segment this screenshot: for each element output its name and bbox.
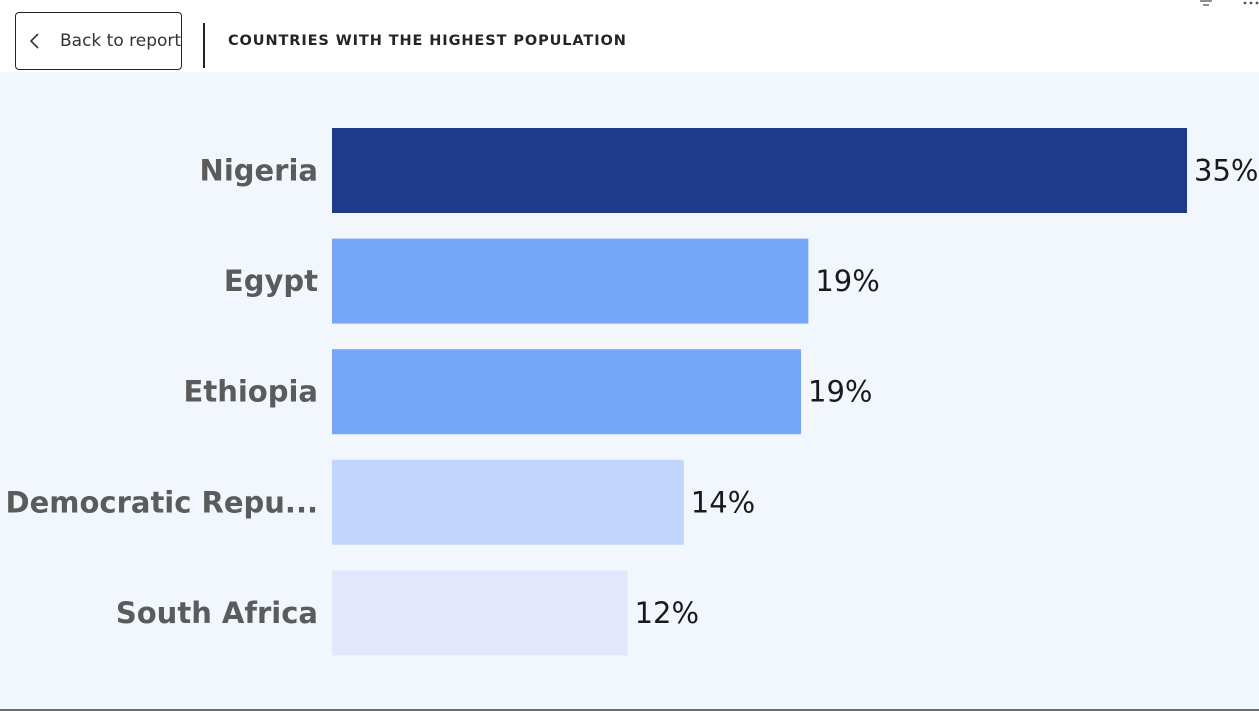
value-label-egypt: 19% (815, 264, 879, 298)
bar-nigeria[interactable] (332, 128, 1187, 213)
bottom-divider (0, 709, 1259, 711)
value-label-democratic-repu: 14% (691, 485, 755, 519)
value-label-south-africa: 12% (635, 596, 699, 630)
more-options-icon[interactable] (1243, 0, 1259, 6)
category-label-egypt: Egypt (224, 264, 318, 298)
page-title: COUNTRIES WITH THE HIGHEST POPULATION (228, 33, 627, 49)
category-label-south-africa: South Africa (116, 596, 318, 630)
category-label-nigeria: Nigeria (200, 154, 318, 188)
category-label-ethiopia: Ethiopia (184, 375, 318, 409)
bar-egypt[interactable] (332, 238, 809, 324)
chevron-left-icon (29, 33, 39, 49)
bar-ethiopia[interactable] (332, 349, 802, 435)
value-label-nigeria: 35% (1194, 154, 1258, 188)
filter-icon[interactable] (1199, 0, 1213, 8)
chart-area: Nigeria 35% Egypt 19% Ethiopia 19% Democratic … (0, 72, 1259, 709)
bar-democratic-repu[interactable] (332, 459, 684, 545)
header-divider (203, 23, 205, 68)
bar-chart: Nigeria 35% Egypt 19% Ethiopia 19% Democratic … (6, 128, 1258, 656)
back-to-report-button[interactable]: Back to report (15, 12, 182, 70)
bar-south-africa[interactable] (332, 570, 628, 656)
back-to-report-label: Back to report (60, 31, 182, 51)
category-label-democratic-repu: Democratic Repu... (6, 485, 319, 519)
value-label-ethiopia: 19% (808, 375, 872, 409)
header-bar: Back to report COUNTRIES WITH THE HIGHES… (0, 0, 1259, 72)
